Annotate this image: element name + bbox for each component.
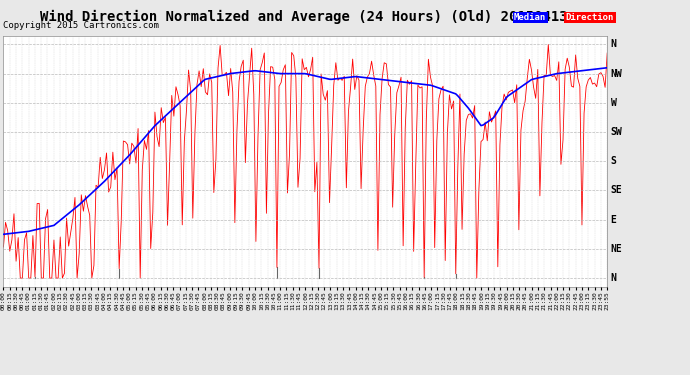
Text: NE: NE [611, 244, 622, 254]
Text: N: N [611, 273, 617, 283]
Text: Median: Median [514, 13, 546, 22]
Text: E: E [611, 214, 617, 225]
Text: Copyright 2015 Cartronics.com: Copyright 2015 Cartronics.com [3, 21, 159, 30]
Text: Wind Direction Normalized and Average (24 Hours) (Old) 20150413: Wind Direction Normalized and Average (2… [40, 9, 567, 24]
Text: NW: NW [611, 69, 622, 79]
Text: SE: SE [611, 186, 622, 195]
Text: S: S [611, 156, 617, 166]
Text: W: W [611, 98, 617, 108]
Text: SW: SW [611, 127, 622, 137]
Text: N: N [611, 39, 617, 50]
Text: Direction: Direction [566, 13, 614, 22]
